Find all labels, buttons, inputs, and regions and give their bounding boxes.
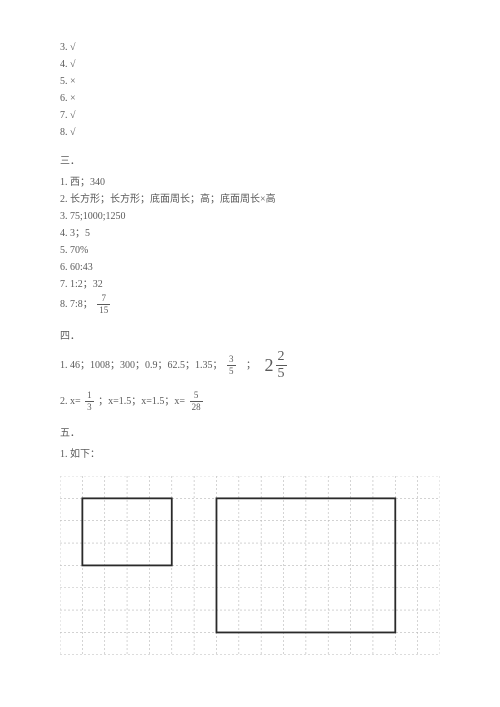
answer-line-8: 8. 7:8； 7 15 [60, 294, 440, 315]
answer-line: 2. 长方形；长方形；底面周长；高；底面周长×高 [60, 192, 440, 207]
fraction-5-28: 5 28 [190, 391, 203, 412]
item-num: 5. [60, 76, 68, 87]
fraction-num: 2 [276, 350, 287, 366]
mixed-whole: 2 [265, 355, 274, 375]
fraction-den: 5 [227, 366, 236, 376]
mixed-number-2-2-5: 2 2 5 [265, 350, 289, 381]
item-num: 7. [60, 110, 68, 121]
fraction-num: 1 [85, 391, 94, 402]
section-4-header: 四． [60, 327, 440, 342]
check-item: 3. √ [60, 40, 440, 55]
item-num: 6. [60, 93, 68, 104]
mixed-fraction: 2 5 [276, 350, 287, 381]
fraction-num: 7 [97, 294, 110, 305]
line8-prefix: 8. 7:8； [60, 299, 93, 310]
section-3-header: 三． [60, 152, 440, 167]
fraction-den: 15 [97, 305, 110, 315]
fraction-den: 3 [85, 402, 94, 412]
item-mark: √ [70, 127, 76, 138]
grid-figure [60, 476, 440, 655]
line2-p2: ；x=1.5；x=1.5；x= [98, 396, 185, 407]
section-3-body: 1. 西；340 2. 长方形；长方形；底面周长；高；底面周长×高 3. 75;… [60, 175, 440, 315]
answer-line: 6. 60:43 [60, 260, 440, 275]
line2-p1: 2. x= [60, 396, 81, 407]
answer-line-4-2: 2. x= 1 3 ；x=1.5；x=1.5；x= 5 28 [60, 391, 440, 412]
item-num: 4. [60, 59, 68, 70]
answer-line: 4. 3；5 [60, 226, 440, 241]
item-mark: √ [70, 110, 76, 121]
check-item: 5. × [60, 74, 440, 89]
line1-prefix: 1. 46；1008；300；0.9；62.5；1.35； [60, 360, 223, 371]
answer-line: 1. 西；340 [60, 175, 440, 190]
fraction-den: 28 [190, 402, 203, 412]
section-5-header: 五． [60, 424, 440, 439]
item-mark: × [70, 93, 76, 104]
section-4-body: 1. 46；1008；300；0.9；62.5；1.35； 3 5 ； 2 2 … [60, 350, 440, 412]
answer-line: 5. 70% [60, 243, 440, 258]
fraction-7-15: 7 15 [97, 294, 110, 315]
fraction-3-5: 3 5 [227, 355, 236, 376]
separator: ； [246, 360, 256, 371]
check-item: 6. × [60, 91, 440, 106]
answer-line: 3. 75;1000;1250 [60, 209, 440, 224]
answer-line-5-1: 1. 如下： [60, 447, 440, 462]
item-num: 3. [60, 42, 68, 53]
grid-svg [60, 476, 440, 655]
item-mark: √ [70, 42, 76, 53]
answer-line: 7. 1:2；32 [60, 277, 440, 292]
item-mark: √ [70, 59, 76, 70]
check-item: 8. √ [60, 125, 440, 140]
fraction-num: 5 [190, 391, 203, 402]
check-item: 4. √ [60, 57, 440, 72]
item-mark: × [70, 76, 76, 87]
fraction-den: 5 [276, 366, 287, 381]
fraction-1-3: 1 3 [85, 391, 94, 412]
answer-line-4-1: 1. 46；1008；300；0.9；62.5；1.35； 3 5 ； 2 2 … [60, 350, 440, 381]
fraction-num: 3 [227, 355, 236, 366]
top-checklist: 3. √ 4. √ 5. × 6. × 7. √ 8. √ [60, 40, 440, 140]
item-num: 8. [60, 127, 68, 138]
check-item: 7. √ [60, 108, 440, 123]
